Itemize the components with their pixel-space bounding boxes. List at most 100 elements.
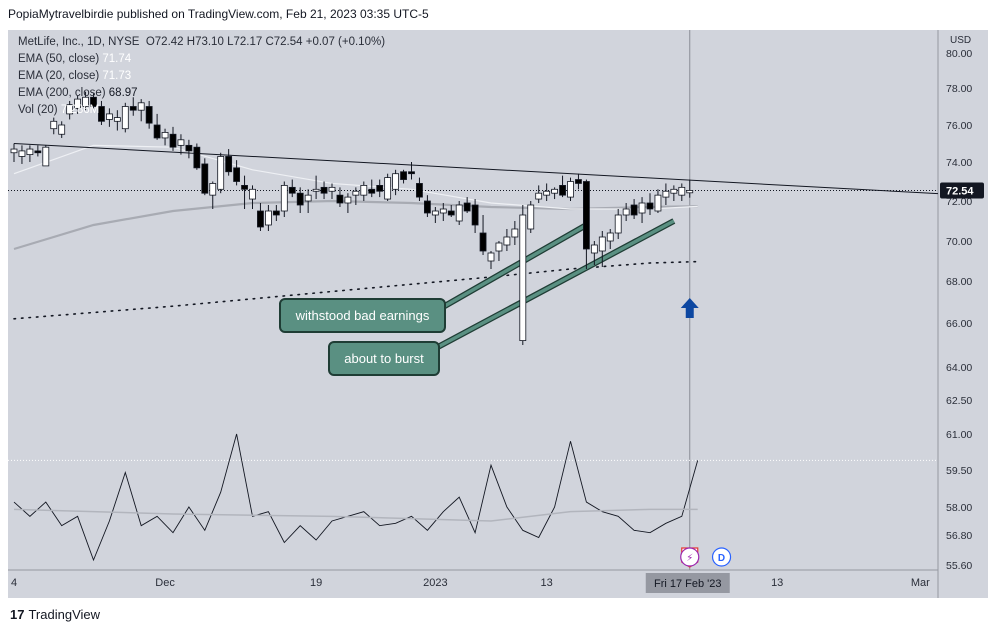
- y-tick-label: 62.50: [946, 395, 972, 407]
- candle: [129, 97, 137, 116]
- candle: [551, 187, 558, 200]
- y-tick-label: 76.00: [946, 120, 972, 132]
- candle-body-up: [543, 190, 551, 196]
- legend-ema200[interactable]: EMA (200, close) 68.97: [18, 85, 385, 102]
- candle: [519, 205, 527, 345]
- ema20-label: EMA (20, close): [18, 70, 100, 82]
- candle-body-up: [511, 228, 519, 238]
- chart-frame[interactable]: USD 80.00 78.00 76.00 74.00 72.00 70.00 68.00 66…: [8, 30, 988, 598]
- candle-body-up: [264, 210, 272, 226]
- y-tick-label: 72.00: [946, 196, 972, 208]
- candle: [455, 201, 463, 225]
- legend-ema20[interactable]: EMA (20, close) 71.73: [18, 68, 385, 85]
- candle-body-up: [384, 177, 392, 200]
- footer-brand-label: TradingView: [28, 607, 101, 622]
- legend-symbol[interactable]: MetLife, Inc., 1D, NYSE: [18, 36, 140, 48]
- y-tick-label: 61.00: [946, 429, 972, 441]
- candle-body-up: [638, 202, 646, 214]
- candle-body-up: [487, 252, 495, 262]
- callout1-pointer: [442, 223, 588, 309]
- candle-body-down: [408, 171, 415, 175]
- candle: [622, 203, 630, 221]
- legend-ema50[interactable]: EMA (50, close) 71.74: [18, 51, 385, 68]
- candle-body-up: [678, 186, 686, 196]
- ema50-line: [13, 199, 698, 251]
- candle: [177, 134, 185, 155]
- dividend-event-icon: [711, 547, 732, 567]
- candle-body-up: [686, 190, 694, 194]
- candle: [527, 201, 535, 233]
- candle: [288, 179, 296, 198]
- candle-body-down: [169, 133, 177, 148]
- chart-legend: MetLife, Inc., 1D, NYSE O72.42 H73.10 L7…: [18, 34, 385, 119]
- y-tick-label: 58.00: [946, 502, 972, 514]
- candle: [90, 93, 97, 109]
- candle: [106, 108, 113, 127]
- candle: [495, 241, 503, 261]
- candle: [638, 197, 646, 223]
- callout-about-to-burst[interactable]: about to burst: [328, 341, 440, 376]
- y-tick-label: 78.00: [946, 83, 972, 95]
- candle: [257, 203, 264, 231]
- candle-body-up: [495, 242, 503, 252]
- candle-body-down: [416, 183, 423, 198]
- candle-body-down: [185, 144, 193, 152]
- legend-volume[interactable]: Vol (20) 7.286M: [18, 102, 385, 119]
- candle: [58, 121, 66, 138]
- candle: [185, 139, 193, 159]
- candle: [18, 145, 26, 164]
- candle-body-up: [670, 188, 678, 194]
- candle: [169, 126, 177, 151]
- ema200-line: [13, 260, 699, 320]
- candle: [662, 183, 670, 205]
- candle-body-up: [535, 192, 543, 200]
- candle: [487, 251, 495, 269]
- ema20-value: 71.73: [102, 70, 132, 82]
- legend-low: L72.17: [227, 36, 263, 48]
- y-tick-label: 55.60: [946, 560, 972, 572]
- candle: [42, 145, 50, 167]
- candle-body-up: [50, 120, 58, 130]
- y-tick-label: 56.80: [946, 530, 972, 542]
- y-tick-label: 66.00: [946, 318, 972, 330]
- candle: [10, 143, 18, 162]
- plot-area: [8, 30, 938, 570]
- candle-body-down: [630, 204, 638, 216]
- crosshair-date-label: Fri 17 Feb '23: [654, 578, 722, 590]
- candle-body-down: [376, 184, 384, 192]
- candle-body-up: [137, 102, 145, 111]
- volume-ma-line: [13, 508, 698, 522]
- candle-body-up: [58, 124, 66, 135]
- candle: [670, 185, 678, 201]
- volume-label: Vol (20): [18, 104, 58, 116]
- candle-body-down: [463, 202, 471, 212]
- callout-withstood-bad-earnings[interactable]: withstood bad earnings: [279, 298, 446, 333]
- candle-body-down: [423, 200, 431, 214]
- y-tick-label: 70.00: [946, 236, 972, 248]
- candle: [471, 199, 479, 233]
- legend-symbol-row: MetLife, Inc., 1D, NYSE O72.42 H73.10 L7…: [18, 34, 385, 51]
- candle: [416, 177, 423, 201]
- candle: [82, 91, 89, 111]
- candle: [241, 175, 248, 209]
- candle: [320, 181, 328, 200]
- candle-body-up: [662, 190, 670, 198]
- candle: [654, 189, 662, 213]
- candle-body-up: [113, 117, 121, 122]
- price-chart[interactable]: USD 80.00 78.00 76.00 74.00 72.00 70.00 68.00 66…: [8, 30, 988, 598]
- candle-body-up: [74, 98, 81, 109]
- candle-body-up: [455, 204, 463, 222]
- legend-open: O72.42: [145, 36, 184, 48]
- candle-body-up: [26, 148, 34, 156]
- candle: [264, 205, 272, 231]
- candle: [352, 187, 360, 205]
- candle: [630, 199, 638, 219]
- footer-brand[interactable]: 17 TradingView: [10, 607, 100, 622]
- candle: [113, 110, 121, 131]
- candle-body-up: [209, 183, 217, 196]
- x-tick-label: 19: [310, 577, 322, 589]
- candle-body-up: [439, 208, 447, 214]
- candle-body-up: [503, 236, 511, 246]
- candle: [400, 169, 407, 184]
- candle: [344, 193, 352, 213]
